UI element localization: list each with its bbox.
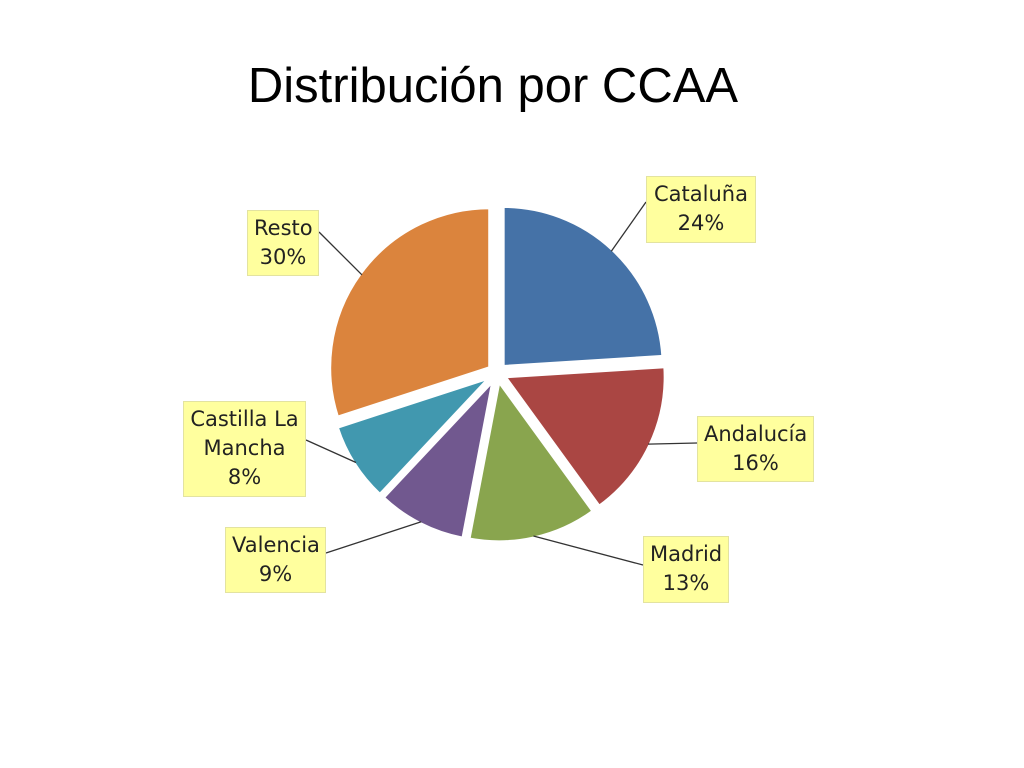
data-label-name: Castilla La bbox=[190, 407, 299, 431]
data-label-name: Andalucía bbox=[704, 422, 808, 446]
data-label-value: 8% bbox=[227, 465, 262, 489]
pie-slice-cataluna bbox=[501, 204, 665, 369]
data-label-value: 24% bbox=[677, 211, 725, 235]
data-label-name: Cataluña bbox=[654, 182, 748, 206]
pie-slice-valencia bbox=[381, 376, 496, 540]
leader-line-castilla-la-mancha bbox=[305, 439, 357, 464]
leader-lines bbox=[305, 201, 698, 566]
pie-slice-madrid bbox=[467, 378, 596, 544]
data-label-cataluna: Cataluña 24% bbox=[646, 176, 756, 243]
data-label-madrid: Madrid 13% bbox=[643, 536, 729, 603]
data-label-valencia: Valencia 9% bbox=[225, 527, 326, 593]
data-label-castilla-la-mancha: Castilla La Mancha 8% bbox=[183, 401, 306, 497]
pie-slice-castilla-la-mancha bbox=[335, 376, 491, 497]
data-label-value: 30% bbox=[259, 245, 307, 269]
chart-title: Distribución por CCAA bbox=[247, 59, 739, 113]
leader-line-andalucia bbox=[648, 442, 698, 445]
data-label-name: Resto bbox=[254, 216, 313, 240]
data-label-resto: Resto 30% bbox=[247, 210, 319, 276]
data-label-andalucia: Andalucía 16% bbox=[697, 416, 814, 482]
data-label-value: 9% bbox=[258, 562, 293, 586]
leader-line-valencia bbox=[325, 521, 422, 554]
leader-line-cataluna bbox=[610, 201, 647, 252]
leader-line-madrid bbox=[533, 535, 644, 566]
data-label-value: 16% bbox=[732, 451, 779, 475]
data-label-name: Madrid bbox=[650, 542, 723, 566]
data-label-name: Mancha bbox=[203, 436, 286, 460]
data-label-name: Valencia bbox=[232, 533, 320, 557]
pie-slice-andalucia bbox=[502, 365, 667, 509]
data-label-value: 13% bbox=[662, 571, 710, 595]
leader-line-resto bbox=[318, 231, 363, 276]
pie-slices bbox=[328, 204, 667, 544]
